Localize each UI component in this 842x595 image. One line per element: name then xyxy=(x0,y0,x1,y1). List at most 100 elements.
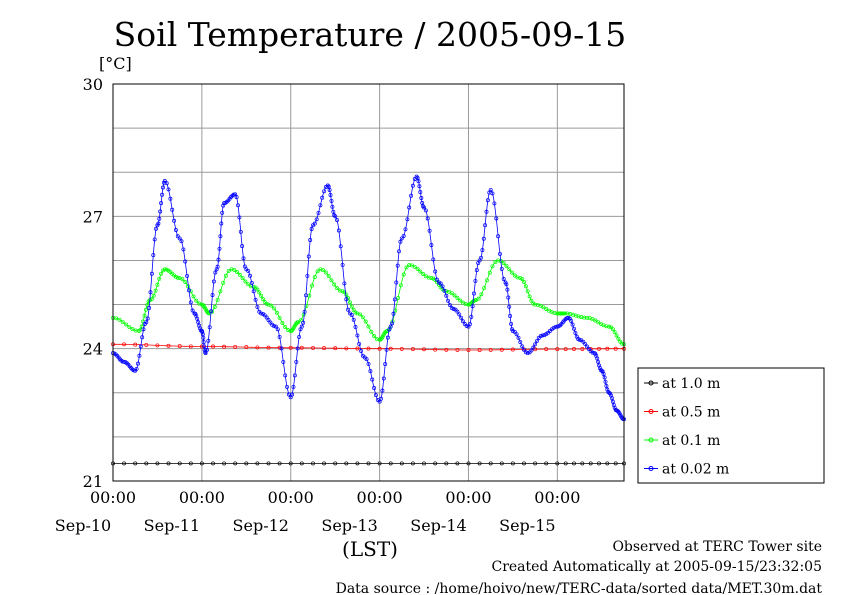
series-point xyxy=(444,461,449,466)
series-point xyxy=(133,342,138,347)
series-point xyxy=(360,315,365,320)
series-point xyxy=(203,351,208,356)
series-point xyxy=(333,346,338,351)
series-point xyxy=(190,308,195,313)
footer-created: Created Automatically at 2005-09-15/23:3… xyxy=(491,559,822,575)
series-point xyxy=(410,183,415,188)
series-point xyxy=(288,461,293,466)
series-point xyxy=(608,391,613,396)
series-point xyxy=(340,262,345,267)
series-point xyxy=(218,289,223,294)
series-point xyxy=(466,461,471,466)
series-point xyxy=(469,314,474,319)
series-point xyxy=(610,396,614,401)
series-point xyxy=(399,236,404,241)
series-point xyxy=(605,346,610,351)
series-point xyxy=(297,334,302,339)
series-point xyxy=(504,282,509,287)
series-point xyxy=(494,216,499,221)
series-point xyxy=(237,215,242,220)
series-point xyxy=(510,329,515,333)
series-point xyxy=(563,461,568,466)
series-point xyxy=(327,188,332,192)
series-point xyxy=(336,228,341,233)
series-point xyxy=(474,268,479,273)
series-point xyxy=(179,239,184,244)
series-point xyxy=(222,461,227,466)
series-point xyxy=(477,348,482,352)
series-point xyxy=(442,288,447,293)
series-point xyxy=(223,273,228,278)
series-point xyxy=(455,309,460,314)
series-point xyxy=(508,314,513,318)
series-point xyxy=(200,332,205,337)
series-point xyxy=(285,384,289,389)
y-tick-labels: 21 24 27 30 xyxy=(83,75,103,491)
series-point xyxy=(480,248,485,253)
series-point xyxy=(449,291,454,296)
series-point xyxy=(396,295,401,300)
series-point xyxy=(266,461,271,466)
series-point xyxy=(136,361,140,366)
series-point xyxy=(148,290,153,295)
series-point xyxy=(552,311,557,315)
series-point xyxy=(198,326,202,331)
series-point xyxy=(527,294,532,299)
series-point xyxy=(235,269,239,274)
series-point xyxy=(510,461,515,466)
series-point xyxy=(381,376,386,381)
series-point xyxy=(114,316,119,321)
series-point xyxy=(355,333,360,338)
series-point xyxy=(507,267,512,272)
series-point xyxy=(394,280,399,285)
series-point xyxy=(188,461,193,466)
series-point xyxy=(429,276,434,281)
series-point xyxy=(275,327,280,332)
series-point xyxy=(238,229,243,234)
series-point xyxy=(464,323,469,328)
series-point xyxy=(201,335,206,340)
series-point xyxy=(370,377,375,382)
series-point xyxy=(409,193,414,198)
series-point xyxy=(438,285,443,290)
series-point xyxy=(173,228,178,232)
series-line xyxy=(113,343,624,351)
series-point xyxy=(295,346,300,351)
x-tick-date: Sep-12 xyxy=(233,516,289,535)
series-point xyxy=(259,311,264,316)
series-point xyxy=(401,234,406,238)
series-point xyxy=(332,282,337,287)
series-point xyxy=(124,322,128,327)
series-point xyxy=(533,342,538,347)
series-point xyxy=(595,356,600,361)
series-point xyxy=(377,346,382,351)
series-point xyxy=(217,246,222,251)
y-tick-label: 24 xyxy=(83,340,103,359)
series-point xyxy=(544,461,549,466)
series-point xyxy=(499,347,504,352)
series-point xyxy=(311,461,315,466)
series-point xyxy=(255,304,260,309)
series-point xyxy=(610,399,615,404)
series-point xyxy=(616,336,621,341)
series-point xyxy=(175,234,180,239)
series-point xyxy=(496,234,501,239)
series-point xyxy=(309,227,314,231)
series-point xyxy=(585,315,589,320)
series-point xyxy=(305,273,310,278)
series-point xyxy=(467,322,472,327)
series-point xyxy=(577,337,582,342)
series-point xyxy=(186,288,191,293)
series-point xyxy=(451,307,456,311)
series-point xyxy=(158,209,163,214)
series-point xyxy=(338,244,343,249)
series-point xyxy=(563,347,568,352)
series-point xyxy=(588,461,593,466)
y-tick-label: 30 xyxy=(83,75,103,94)
series-point xyxy=(181,247,186,252)
series-point xyxy=(612,330,617,335)
series-point xyxy=(555,461,560,466)
legend-label: at 0.02 m xyxy=(662,462,729,478)
series-point xyxy=(580,347,585,351)
series-point xyxy=(572,347,576,351)
